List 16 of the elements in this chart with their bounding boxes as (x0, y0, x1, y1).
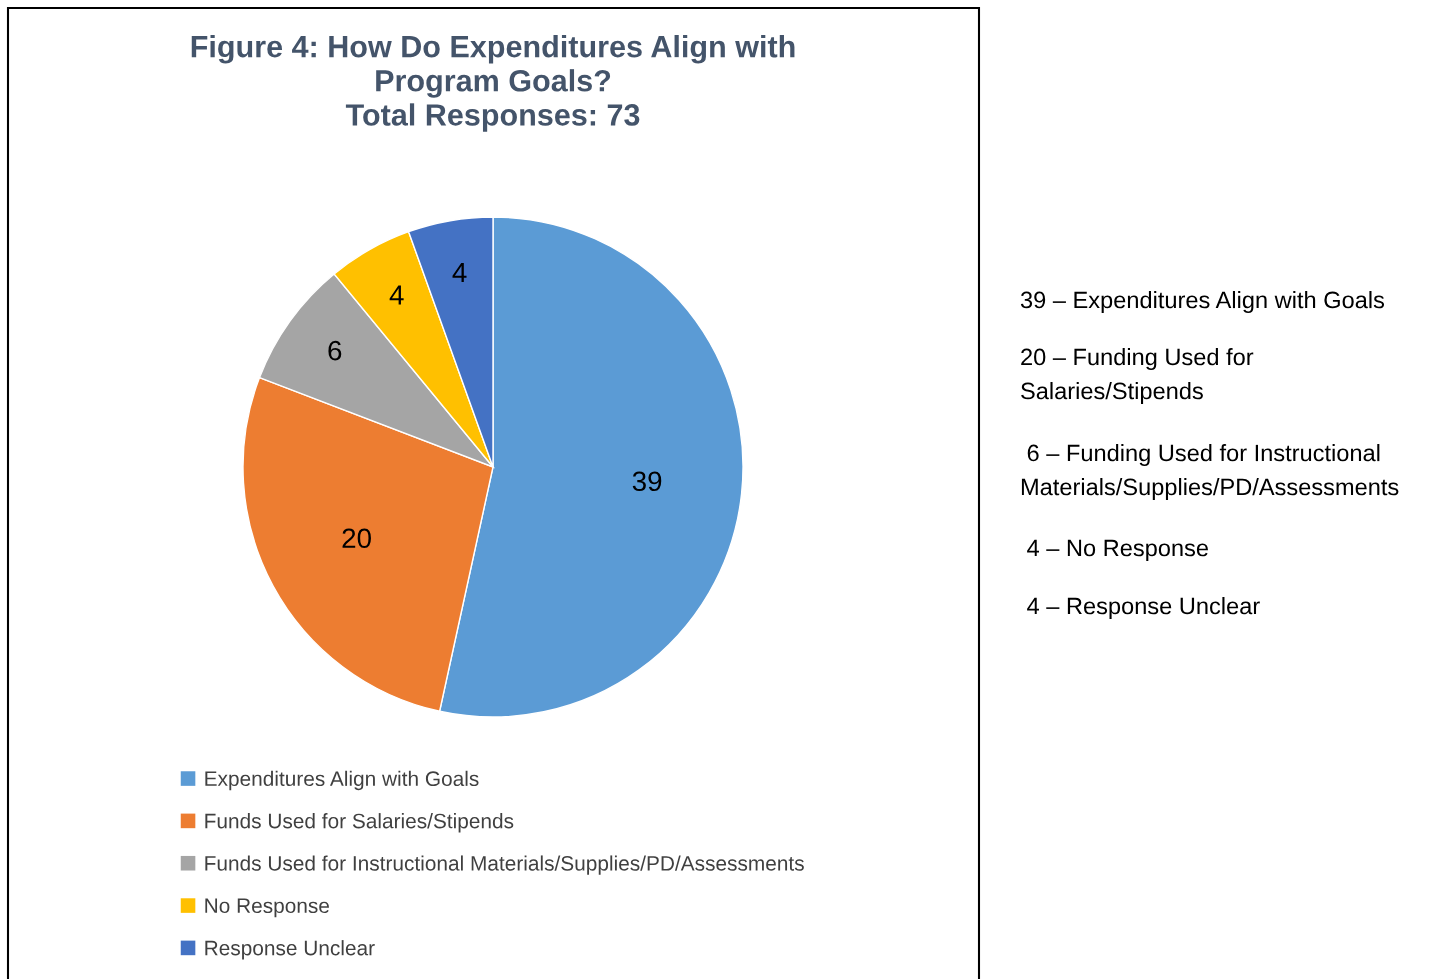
text: 4 – No Response (1027, 539, 1208, 562)
text: 4 – Response Unclear (1027, 597, 1260, 620)
legend-label: No Response (205, 898, 329, 918)
text: 20 – Funding Used for Salaries/Stipends (1021, 348, 1254, 404)
data-label: 4 (452, 262, 467, 283)
legend-label: Response Unclear (205, 940, 375, 960)
chart-title: Figure 4: How Do Expenditures Align with Program Goals? Total Responses: 73 (191, 35, 795, 132)
data-label: 39 (632, 471, 662, 492)
text: 39 – Expenditures Align with Goals (1020, 291, 1385, 314)
legend-label: Funds Used for Instructional Materials/Supplies/PD/Assessments (205, 855, 804, 875)
data-label: 6 (328, 340, 342, 361)
text: 6 – Funding Used for Instructional Materials/Supplies/PD/Assessments (1021, 444, 1399, 500)
legend-label: Expenditures Align with Goals (205, 770, 479, 791)
legend-label: Funds Used for Salaries/Stipends (205, 813, 514, 833)
data-label: 4 (389, 285, 404, 305)
data-label: 20 (342, 528, 371, 549)
